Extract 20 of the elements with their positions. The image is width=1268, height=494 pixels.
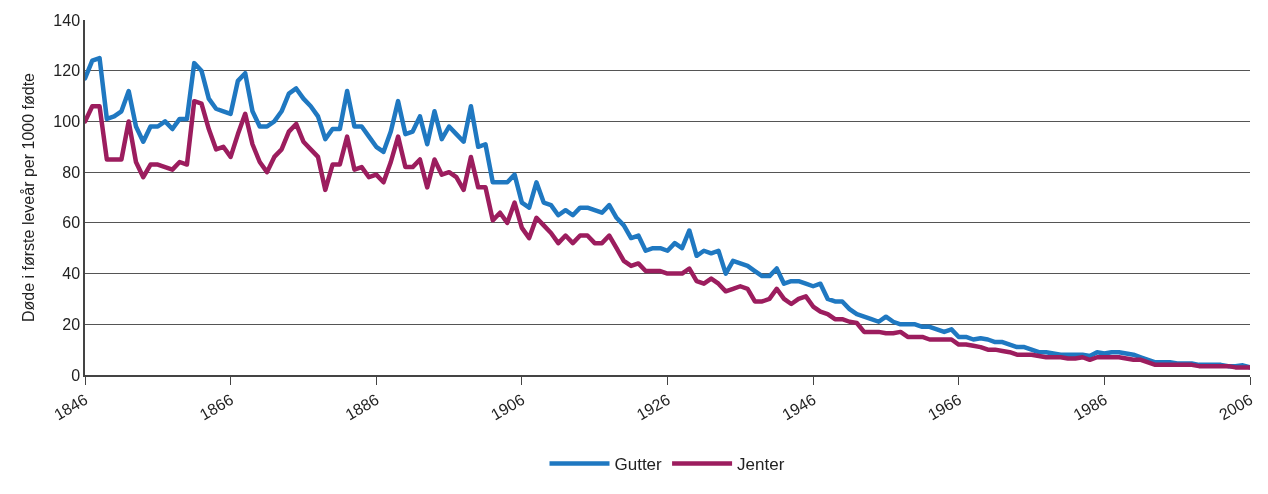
y-tick-label: 20 <box>62 315 81 333</box>
x-tick-label: 1926 <box>633 390 674 424</box>
y-tick-label: 140 <box>53 11 81 29</box>
y-tick-label: 100 <box>53 113 81 131</box>
x-tick-label: 1906 <box>488 390 528 424</box>
x-tick-label: 1986 <box>1070 390 1110 424</box>
y-tick-label: 0 <box>71 366 81 384</box>
y-tick-label: 40 <box>62 265 81 283</box>
x-tick-label: 2006 <box>1216 390 1256 424</box>
y-tick-label: 80 <box>62 163 81 181</box>
y-axis-title: Døde i første leveår per 1000 fødte <box>19 72 37 322</box>
x-tick-label: 1846 <box>51 390 91 424</box>
x-tick-label: 1866 <box>196 390 237 424</box>
x-tick-label: 1886 <box>342 390 382 424</box>
x-tick-label: 1966 <box>924 390 965 424</box>
x-tick-label: 1946 <box>779 390 819 424</box>
y-tick-label: 60 <box>62 214 81 232</box>
legend-label: Jenter <box>737 455 785 475</box>
legend-label: Gutter <box>614 455 663 475</box>
y-tick-label: 120 <box>53 62 81 80</box>
